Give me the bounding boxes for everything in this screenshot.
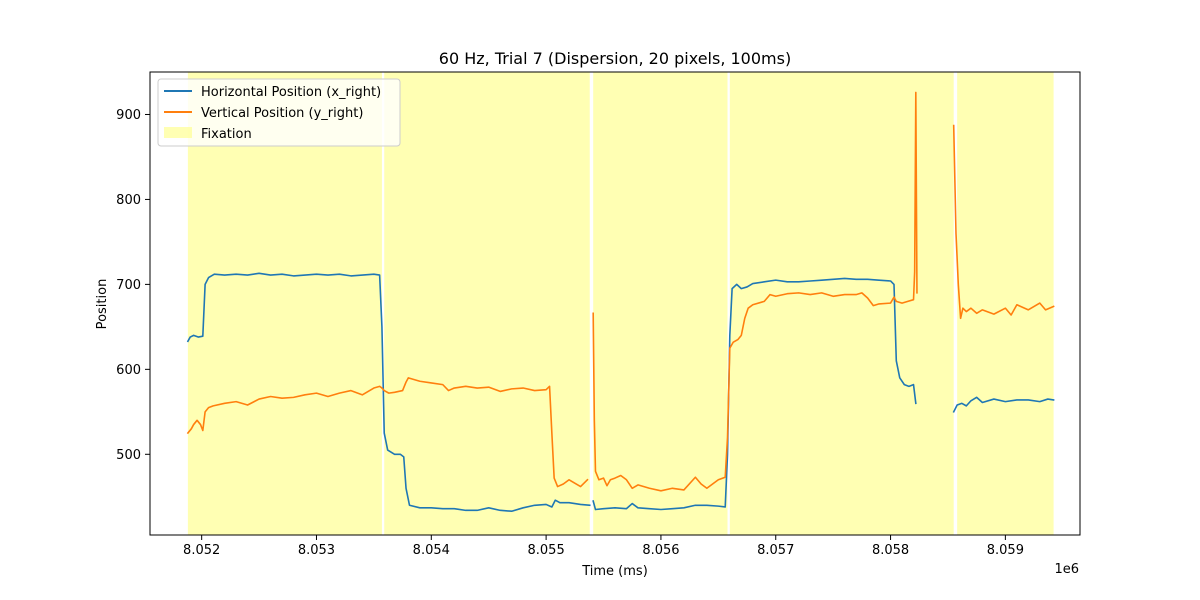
horizontal-position-line-segment bbox=[186, 272, 591, 513]
y-axis-label: Position bbox=[95, 279, 110, 330]
legend-items: Horizontal Position (x_right) Vertical Po… bbox=[164, 85, 381, 142]
x-tick-label: 8.055 bbox=[528, 543, 565, 558]
vertical-position-line-segment bbox=[952, 124, 1055, 320]
x-tick-label: 8.056 bbox=[642, 543, 679, 558]
y-axis-ticks: 500 600 700 800 900 bbox=[116, 108, 150, 463]
fixation-span bbox=[384, 72, 590, 535]
horizontal-position-line-segment bbox=[952, 396, 1055, 413]
vertical-position-line-segment bbox=[592, 91, 918, 492]
y-tick-label: 500 bbox=[116, 448, 141, 463]
x-tick-label: 8.052 bbox=[183, 543, 220, 558]
legend-label: Vertical Position (y_right) bbox=[201, 106, 363, 121]
fixation-span bbox=[593, 72, 728, 535]
y-tick-label: 600 bbox=[116, 363, 141, 378]
y-tick-label: 700 bbox=[116, 278, 141, 293]
series-lines bbox=[186, 91, 1055, 513]
x-tick-label: 8.057 bbox=[757, 543, 794, 558]
legend-label: Fixation bbox=[201, 127, 252, 142]
legend: Horizontal Position (x_right) Vertical Po… bbox=[157, 78, 401, 147]
x-axis-label: Time (ms) bbox=[581, 564, 648, 579]
legend-label: Horizontal Position (x_right) bbox=[201, 85, 381, 100]
legend-frame bbox=[157, 78, 401, 147]
x-axis-ticks: 8.052 8.053 8.054 8.055 8.056 8.057 8.058 8.059 bbox=[183, 535, 1024, 558]
y-tick-label: 900 bbox=[116, 108, 141, 123]
x-axis-offset-label: 1e6 bbox=[1054, 562, 1079, 577]
fixation-span bbox=[187, 72, 382, 535]
legend-patch-swatch bbox=[164, 127, 192, 138]
fixation-span bbox=[729, 72, 954, 535]
y-tick-label: 800 bbox=[116, 193, 141, 208]
vertical-position-line-segment bbox=[186, 377, 589, 488]
horizontal-position-line-segment bbox=[592, 277, 917, 511]
chart-title: 60 Hz, Trial 7 (Dispersion, 20 pixels, 1… bbox=[439, 49, 791, 68]
fixation-spans bbox=[187, 72, 1054, 535]
fixation-span bbox=[957, 72, 1054, 535]
x-tick-label: 8.054 bbox=[413, 543, 450, 558]
x-tick-label: 8.053 bbox=[298, 543, 335, 558]
x-tick-label: 8.059 bbox=[987, 543, 1024, 558]
plot-frame bbox=[149, 71, 1081, 536]
x-tick-label: 8.058 bbox=[872, 543, 909, 558]
